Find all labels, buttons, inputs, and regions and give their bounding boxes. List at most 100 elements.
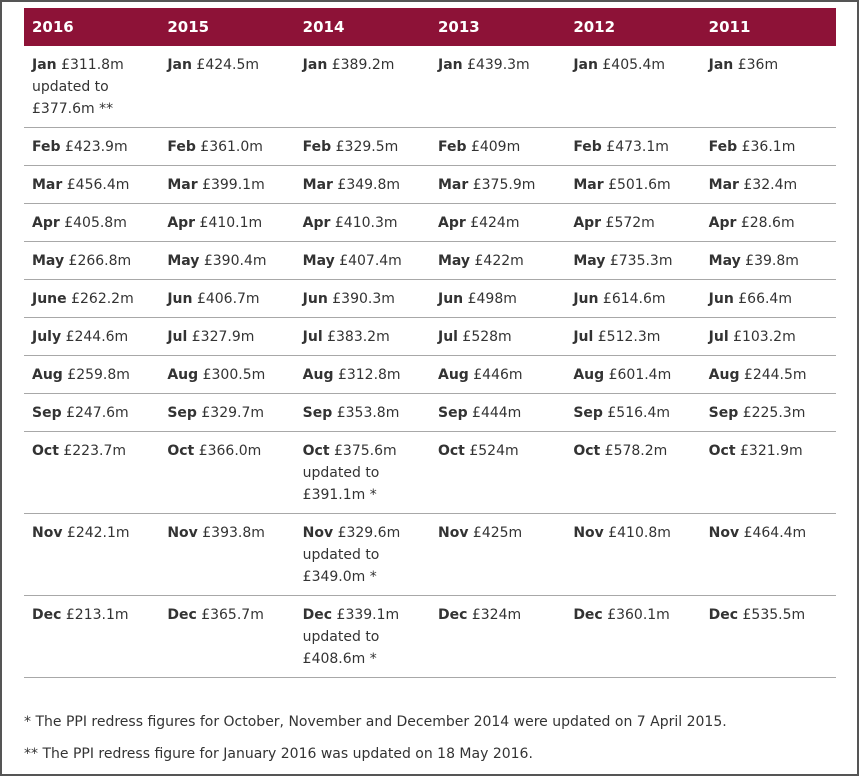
month-label: Feb <box>573 139 602 155</box>
redress-value: £578.2m <box>604 443 668 459</box>
month-label: Oct <box>167 443 195 459</box>
redress-value: £329.6m updated to £349.0m * <box>302 525 401 585</box>
table-cell: Apr £410.1m <box>159 203 295 242</box>
month-label: Jul <box>437 329 458 345</box>
redress-value: £361.0m <box>200 139 263 155</box>
table-container: 2016 2015 2014 2013 2012 2011 Jan £311.8m upd… <box>24 8 836 678</box>
table-cell: Oct £578.2m <box>565 431 701 514</box>
table-cell: Feb £36.1m <box>700 127 836 166</box>
month-label: Jun <box>708 291 734 307</box>
table-cell: Apr £572m <box>565 203 701 242</box>
redress-value: £572m <box>605 215 655 231</box>
table-cell: Mar £349.8m <box>294 165 430 204</box>
table-cell: May £407.4m <box>294 241 430 280</box>
month-label: Jun <box>302 291 328 307</box>
table-cell: Jan £405.4m <box>565 46 701 128</box>
table-cell: Nov £425m <box>429 513 566 596</box>
redress-value: £409m <box>470 139 521 155</box>
redress-value: £390.3m <box>332 291 395 307</box>
month-label: Jun <box>573 291 599 307</box>
month-label: Feb <box>708 139 738 155</box>
redress-value: £439.3m <box>467 57 530 73</box>
month-label: Mar <box>32 177 63 193</box>
redress-value: £36m <box>737 57 779 73</box>
redress-value: £614.6m <box>602 291 666 307</box>
month-label: Mar <box>573 177 604 193</box>
table-cell: Dec £324m <box>429 595 566 678</box>
redress-value: £311.8m updated to £377.6m ** <box>32 57 124 117</box>
footnote-2014-update: * The PPI redress figures for October, N… <box>24 714 727 730</box>
month-label: Apr <box>437 215 466 231</box>
month-label: Dec <box>302 607 333 623</box>
redress-value: £247.6m <box>66 405 129 421</box>
redress-value: £39.8m <box>745 253 799 269</box>
redress-value: £473.1m <box>606 139 669 155</box>
redress-value: £339.1m updated to £408.6m * <box>302 607 400 667</box>
table-header-row: 2016 2015 2014 2013 2012 2011 <box>24 8 836 46</box>
table-cell: Feb £361.0m <box>159 127 295 166</box>
month-label: Dec <box>708 607 739 623</box>
month-label: Jan <box>32 57 57 73</box>
month-label: Oct <box>708 443 736 459</box>
table-cell: Jul £383.2m <box>294 317 430 356</box>
month-label: Oct <box>573 443 601 459</box>
table-row: Sep £247.6m Sep £329.7m Sep £353.8m Sep £44… <box>24 393 836 432</box>
table-cell: Jul £103.2m <box>700 317 836 356</box>
month-label: Mar <box>437 177 469 193</box>
redress-value: £405.4m <box>602 57 666 73</box>
table-cell: Dec £365.7m <box>159 595 295 678</box>
month-label: Sep <box>708 405 739 421</box>
month-label: Jan <box>573 57 598 73</box>
table-cell: Feb £409m <box>429 127 566 166</box>
redress-value: £244.6m <box>65 329 129 345</box>
month-label: May <box>573 253 606 269</box>
month-label: May <box>302 253 335 269</box>
month-label: Jan <box>708 57 734 73</box>
month-label: Nov <box>708 525 740 541</box>
table-cell: Aug £300.5m <box>159 355 295 394</box>
redress-value: £535.5m <box>742 607 806 623</box>
redress-value: £375.9m <box>472 177 536 193</box>
redress-value: £501.6m <box>608 177 671 193</box>
month-label: Aug <box>437 367 469 383</box>
table-cell: Jun £406.7m <box>159 279 295 318</box>
redress-value: £446m <box>473 367 523 383</box>
month-label: Apr <box>32 215 60 231</box>
table-row: Oct £223.7m Oct £366.0m Oct £375.6m update… <box>24 431 836 514</box>
redress-value: £225.3m <box>742 405 806 421</box>
redress-value: £498m <box>467 291 517 307</box>
redress-value: £425m <box>472 525 523 541</box>
month-label: Feb <box>437 139 467 155</box>
table-cell: Oct £375.6m updated to £391.1m * <box>294 431 430 514</box>
table-cell: Aug £244.5m <box>700 355 836 394</box>
table-cell: Jun £498m <box>429 279 566 318</box>
table-cell: Jun £614.6m <box>565 279 701 318</box>
redress-value: £28.6m <box>740 215 795 231</box>
column-header-2012: 2012 <box>565 8 701 46</box>
table-cell: Mar £399.1m <box>159 165 295 204</box>
table-cell: May £390.4m <box>159 241 295 280</box>
table-cell: Nov £329.6m updated to £349.0m * <box>294 513 430 596</box>
table-cell: Mar £375.9m <box>429 165 566 204</box>
redress-value: £464.4m <box>743 525 807 541</box>
month-label: Apr <box>708 215 737 231</box>
month-label: Dec <box>167 607 197 623</box>
month-label: Jul <box>573 329 594 345</box>
month-label: Aug <box>708 367 740 383</box>
month-label: Sep <box>302 405 333 421</box>
table-row: Dec £213.1m Dec £365.7m Dec £339.1m update… <box>24 595 836 678</box>
table-cell: Jun £66.4m <box>700 279 836 318</box>
table-cell: Apr £424m <box>429 203 566 242</box>
table-row: Aug £259.8m Aug £300.5m Aug £312.8m Aug £44… <box>24 355 836 394</box>
redress-value: £375.6m updated to £391.1m * <box>302 443 397 503</box>
month-label: Oct <box>32 443 59 459</box>
month-label: Sep <box>167 405 197 421</box>
table-cell: Mar £501.6m <box>565 165 701 204</box>
month-label: Sep <box>437 405 468 421</box>
table-cell: June £262.2m <box>24 279 160 318</box>
table-cell: Jan £439.3m <box>429 46 566 128</box>
redress-value: £422m <box>474 253 524 269</box>
table-cell: Jan £36m <box>700 46 836 128</box>
table-cell: Aug £601.4m <box>565 355 701 394</box>
